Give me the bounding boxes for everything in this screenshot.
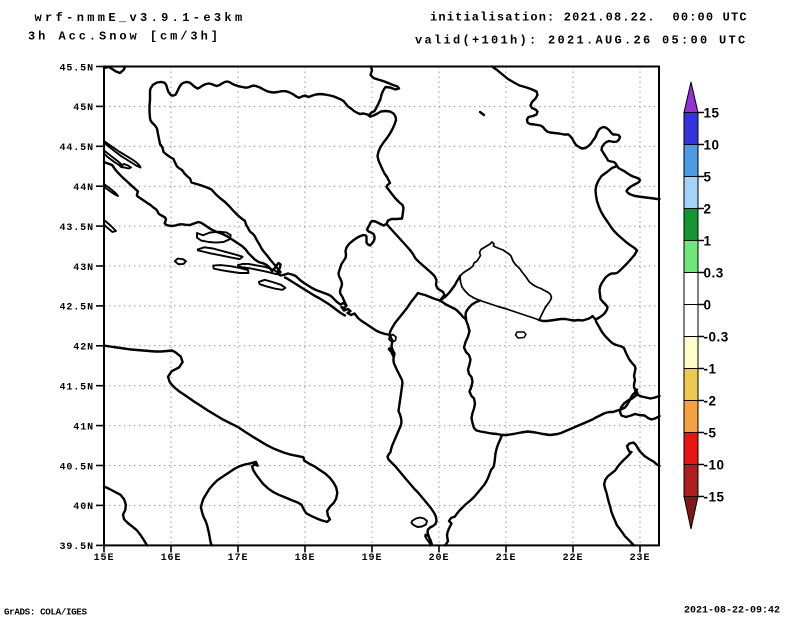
svg-text:40N: 40N (73, 502, 94, 513)
svg-text:21E: 21E (496, 553, 517, 564)
svg-text:45N: 45N (73, 103, 94, 114)
svg-text:39.5N: 39.5N (59, 542, 94, 553)
svg-text:10: 10 (704, 138, 720, 153)
svg-text:15E: 15E (94, 553, 115, 564)
svg-text:GrADS: COLA/IGES: GrADS: COLA/IGES (4, 607, 87, 618)
svg-text:0.3: 0.3 (704, 266, 724, 281)
svg-text:19E: 19E (362, 553, 383, 564)
svg-text:43.5N: 43.5N (59, 223, 94, 234)
svg-text:-2: -2 (704, 394, 717, 409)
svg-text:1: 1 (704, 234, 712, 249)
svg-text:0: 0 (704, 298, 712, 313)
svg-text:42N: 42N (73, 343, 94, 354)
svg-text:initialisation: 2021.08.22. 0: initialisation: 2021.08.22. 00:00 UTC (430, 11, 748, 25)
svg-text:3h Acc.Snow [cm/3h]: 3h Acc.Snow [cm/3h] (28, 30, 221, 44)
svg-text:-1: -1 (704, 362, 717, 377)
svg-text:41N: 41N (73, 422, 94, 433)
svg-text:5: 5 (704, 170, 712, 185)
svg-text:-5: -5 (704, 426, 717, 441)
svg-text:2021-08-22-09:42: 2021-08-22-09:42 (684, 606, 780, 617)
svg-text:23E: 23E (630, 553, 651, 564)
svg-text:18E: 18E (295, 553, 316, 564)
svg-text:20E: 20E (429, 553, 450, 564)
svg-text:22E: 22E (563, 553, 584, 564)
svg-text:43N: 43N (73, 263, 94, 274)
svg-text:17E: 17E (228, 553, 249, 564)
svg-text:42.5N: 42.5N (59, 303, 94, 314)
svg-text:-10: -10 (704, 458, 725, 473)
svg-text:44.5N: 44.5N (59, 143, 94, 154)
svg-text:-0.3: -0.3 (704, 330, 729, 345)
svg-text:45.5N: 45.5N (59, 63, 94, 74)
svg-text:44N: 44N (73, 183, 94, 194)
svg-text:41.5N: 41.5N (59, 383, 94, 394)
svg-text:-15: -15 (704, 490, 725, 505)
svg-text:16E: 16E (161, 553, 182, 564)
svg-text:2: 2 (704, 202, 712, 217)
svg-text:40.5N: 40.5N (59, 462, 94, 473)
svg-text:wrf-nmmE_v3.9.1-e3km: wrf-nmmE_v3.9.1-e3km (35, 11, 246, 25)
svg-text:valid(+101h): 2021.AUG.26 05:0: valid(+101h): 2021.AUG.26 05:00 UTC (415, 34, 748, 48)
svg-text:15: 15 (704, 106, 720, 121)
